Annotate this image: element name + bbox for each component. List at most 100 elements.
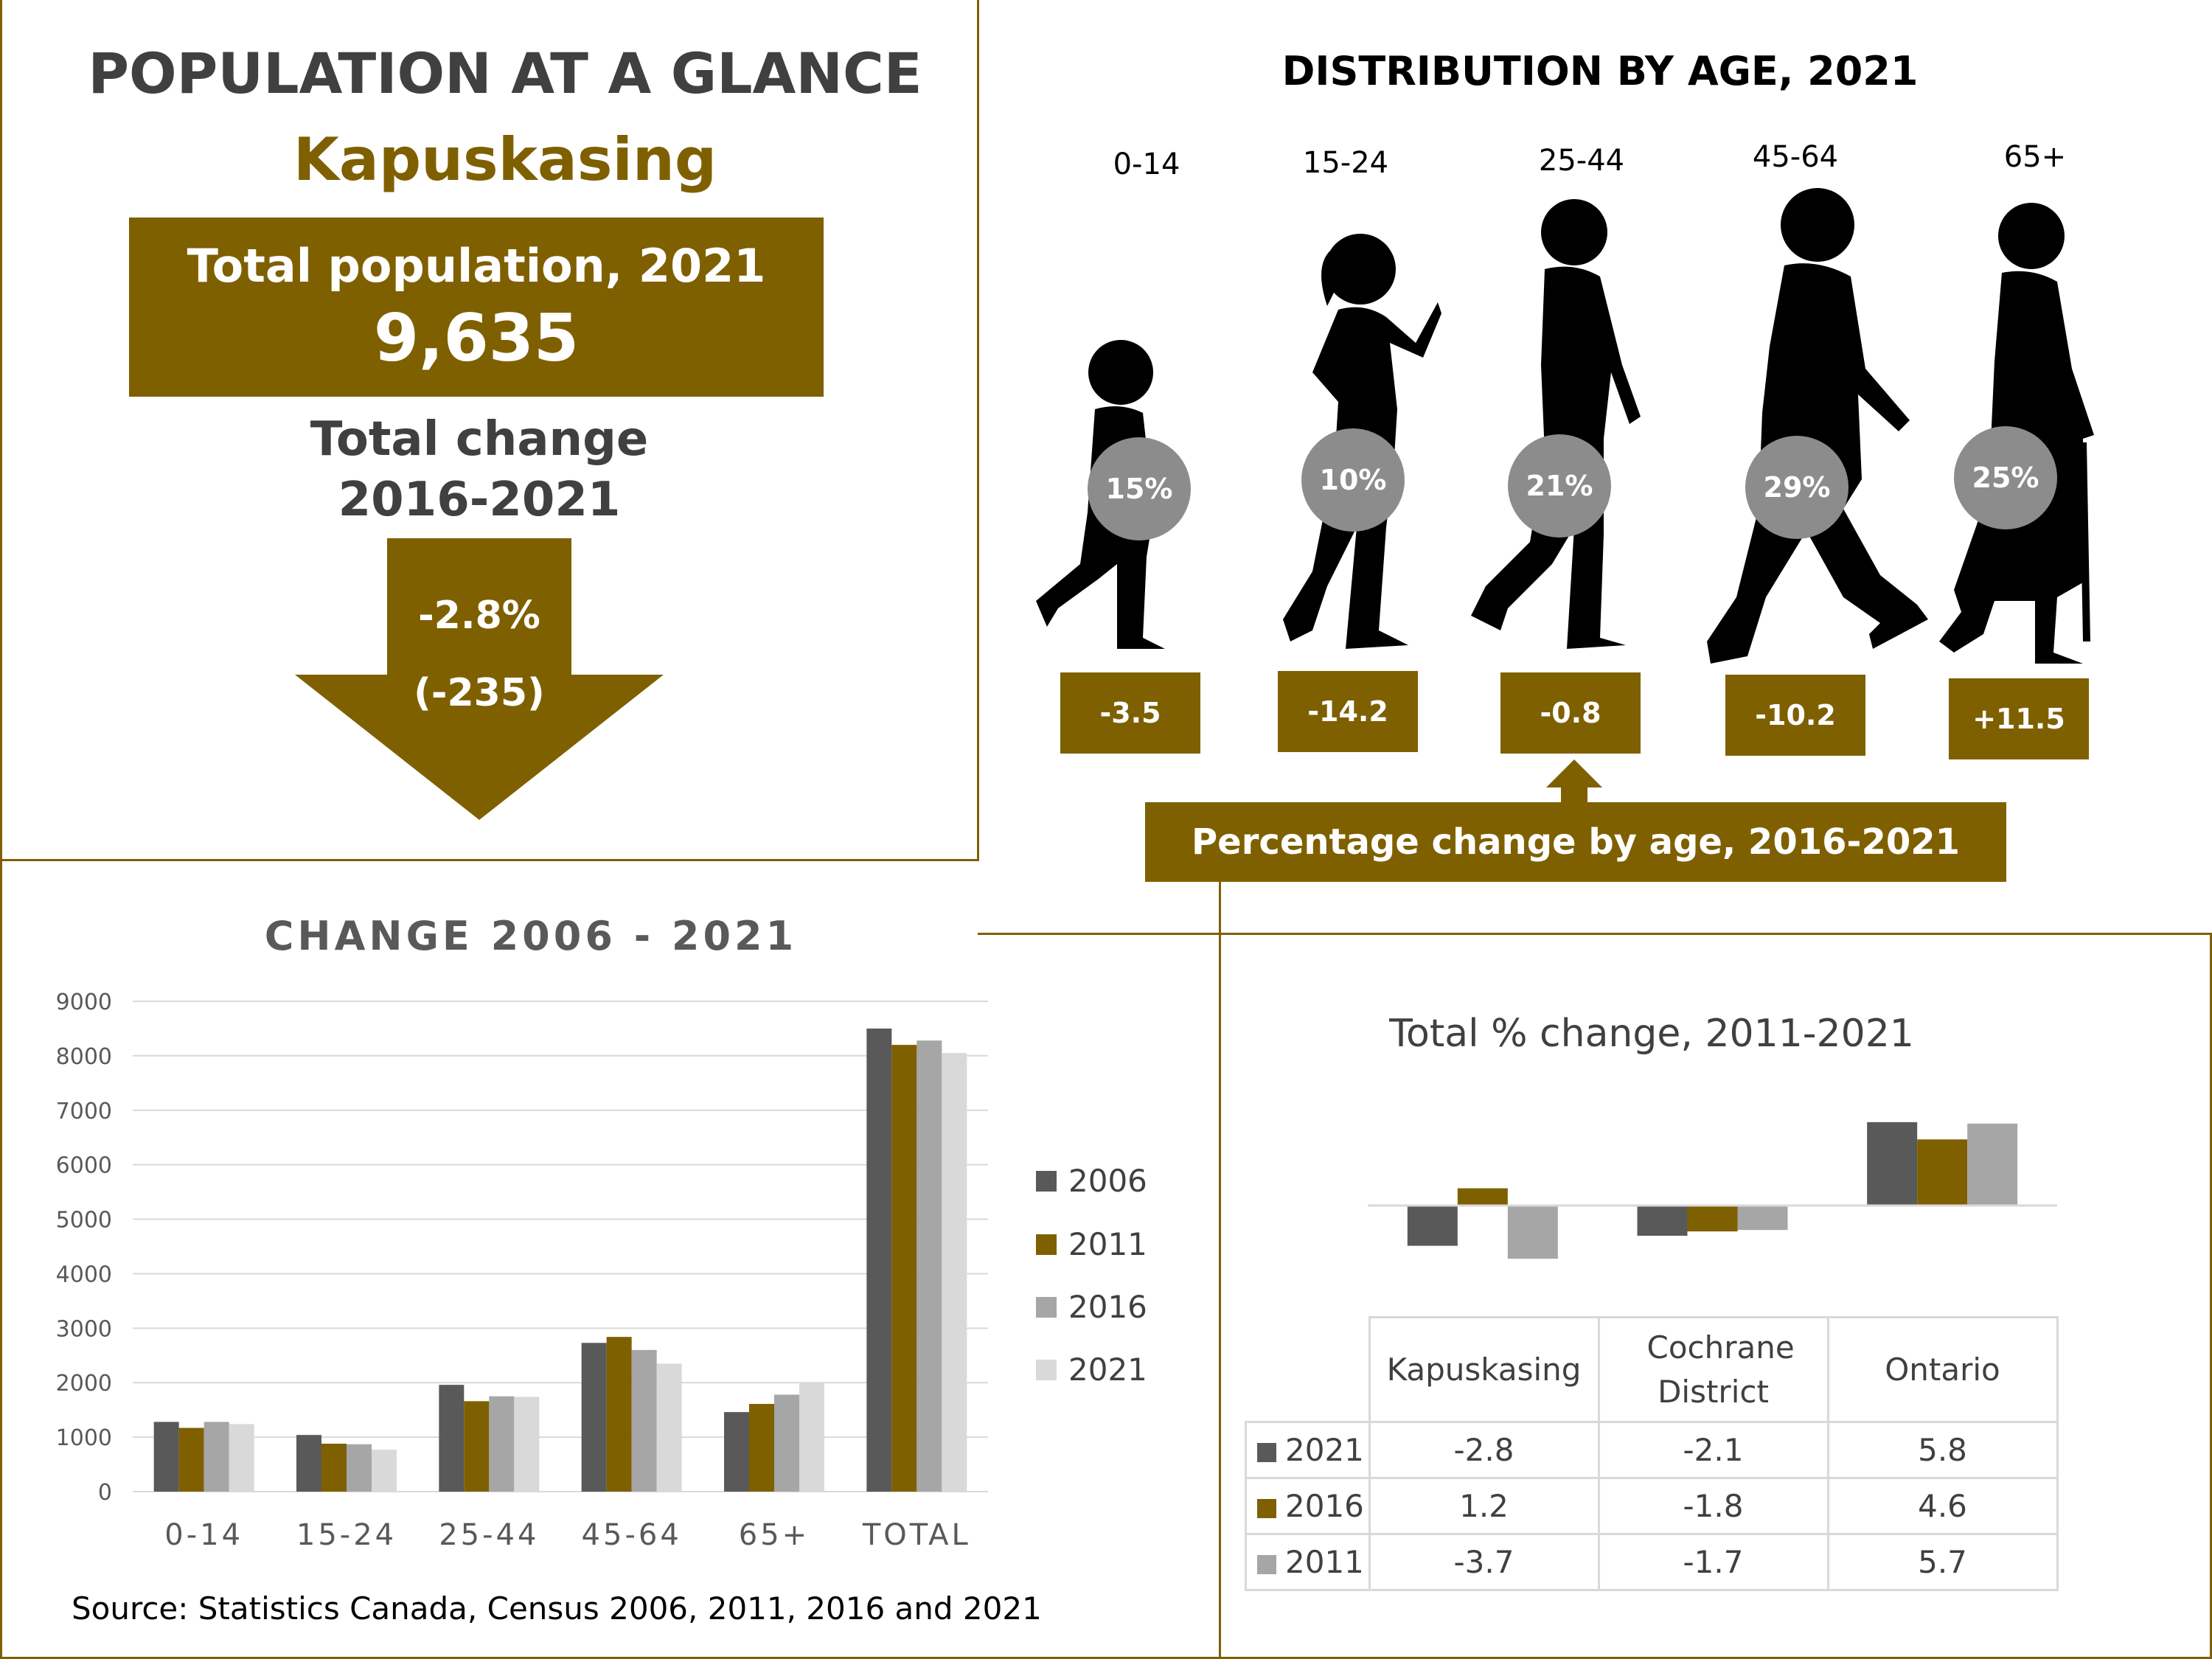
- share-circle-45-64: 29%: [1745, 436, 1848, 539]
- man-silhouette-icon: [1471, 199, 1641, 650]
- table-swatch-2011: [1257, 1554, 1276, 1574]
- table-cell: 5.8: [1826, 1421, 2059, 1479]
- table-cell: 5.7: [1826, 1533, 2059, 1591]
- y-tick-label: 7000: [56, 1099, 112, 1124]
- total-population-box: Total population, 2021 9,635: [129, 218, 824, 397]
- legend-item-2011: 2011: [1036, 1226, 1147, 1262]
- table-swatch-2016: [1257, 1498, 1276, 1518]
- y-tick-label: 0: [98, 1480, 112, 1506]
- pct-change-chart-title: Total % change, 2011-2021: [1389, 1012, 1914, 1056]
- bar-2006-45-64: [581, 1343, 607, 1492]
- table-row-label-2011: 2011: [1245, 1533, 1371, 1591]
- table-row: 2021 -2.8 -2.1 5.8: [1245, 1421, 2059, 1479]
- y-tick-label: 9000: [56, 990, 112, 1015]
- bar-2016-TOTAL: [917, 1040, 942, 1492]
- y-tick-label: 4000: [56, 1262, 112, 1287]
- legend-label-2016: 2016: [1068, 1289, 1147, 1325]
- table-cell: 4.6: [1826, 1477, 2059, 1535]
- bar-2016-15-24: [347, 1444, 372, 1492]
- change-caption-box: Percentage change by age, 2016-2021: [1145, 802, 2006, 882]
- table-corner-cell: [1245, 1317, 1371, 1423]
- y-tick-label: 2000: [56, 1371, 112, 1397]
- table-cell: 1.2: [1368, 1477, 1600, 1535]
- table-cell: -2.1: [1597, 1421, 1829, 1479]
- pct-bar-2011-1: [1737, 1206, 1788, 1231]
- pct-bar-2016-0: [1457, 1188, 1508, 1206]
- age-label-0-14: 0-14: [1113, 147, 1180, 181]
- source-note: Source: Statistics Canada, Census 2006, …: [72, 1590, 1042, 1627]
- change-absolute: (-235): [414, 671, 545, 715]
- bar-2021-25-44: [514, 1397, 540, 1492]
- legend-label-2021: 2021: [1068, 1352, 1147, 1388]
- outer-left-border: [0, 0, 2, 1659]
- legend-label-2006: 2006: [1068, 1163, 1147, 1199]
- bar-2011-45-64: [606, 1337, 632, 1492]
- pct-bar-2021-1: [1637, 1206, 1688, 1236]
- bar-2011-15-24: [321, 1443, 347, 1492]
- table-row: 2011 -3.7 -1.7 5.7: [1245, 1533, 2059, 1591]
- table-year-2016: 2016: [1285, 1488, 1364, 1524]
- legend-item-2021: 2021: [1036, 1352, 1147, 1388]
- total-population-value: 9,635: [373, 299, 580, 376]
- bar-2006-65+: [724, 1412, 749, 1492]
- legend-item-2016: 2016: [1036, 1289, 1147, 1325]
- age-label-15-24: 15-24: [1302, 146, 1389, 180]
- legend-label-2011: 2011: [1068, 1226, 1147, 1262]
- glance-title: POPULATION AT A GLANCE: [88, 41, 922, 106]
- down-arrow-icon: [295, 538, 664, 820]
- bar-2021-0-14: [229, 1424, 254, 1492]
- bar-2006-TOTAL: [866, 1028, 892, 1492]
- legend-swatch-2021: [1036, 1359, 1057, 1380]
- x-tick-label: 0-14: [164, 1518, 243, 1552]
- bar-2021-45-64: [656, 1363, 682, 1492]
- y-tick-label: 8000: [56, 1044, 112, 1070]
- age-label-45-64: 45-64: [1752, 140, 1839, 174]
- pct-bar-2011-0: [1507, 1206, 1558, 1259]
- table-year-2021: 2021: [1285, 1432, 1364, 1468]
- change-percent: -2.8%: [418, 594, 540, 638]
- change-chart-title: CHANGE 2006 - 2021: [264, 913, 798, 959]
- table-header-row: Kapuskasing Cochrane District Ontario: [1245, 1316, 2059, 1423]
- y-tick-label: 1000: [56, 1425, 112, 1451]
- age-label-25-44: 25-44: [1538, 144, 1625, 178]
- bar-2021-15-24: [372, 1450, 397, 1492]
- table-cell: -1.8: [1597, 1477, 1829, 1535]
- change-box-25-44: -0.8: [1500, 672, 1641, 754]
- table-header-ontario: Ontario: [1826, 1316, 2059, 1423]
- share-circle-25-44: 21%: [1508, 434, 1611, 538]
- bar-2006-15-24: [296, 1435, 321, 1492]
- distribution-title: DISTRIBUTION BY AGE, 2021: [1281, 48, 1919, 94]
- table-header-cochrane: Cochrane District: [1597, 1316, 1829, 1423]
- change-box-65plus: +11.5: [1949, 678, 2089, 759]
- bar-2011-0-14: [178, 1427, 204, 1492]
- x-tick-label: 65+: [739, 1518, 810, 1552]
- pct-change-panel-frame: [1219, 933, 2212, 1659]
- total-change-label-line1: Total change: [310, 412, 649, 467]
- table-header-cochrane-label: Cochrane District: [1646, 1329, 1795, 1410]
- total-change-label: Total change 2016-2021: [221, 409, 737, 530]
- middle-aged-man-silhouette-icon: [1707, 188, 1928, 664]
- x-tick-label: 45-64: [582, 1518, 682, 1552]
- y-tick-label: 5000: [56, 1208, 112, 1234]
- total-population-label: Total population, 2021: [187, 238, 766, 293]
- change-box-15-24: -14.2: [1278, 671, 1418, 752]
- table-row-label-2016: 2016: [1245, 1477, 1371, 1535]
- pct-bar-2016-2: [1917, 1139, 1968, 1206]
- change-box-0-14: -3.5: [1060, 672, 1200, 754]
- y-tick-label: 6000: [56, 1153, 112, 1179]
- x-tick-label: 15-24: [296, 1518, 397, 1552]
- place-name: Kapuskasing: [293, 125, 717, 194]
- change-box-45-64: -10.2: [1725, 675, 1865, 756]
- x-tick-label: 25-44: [439, 1518, 539, 1552]
- table-year-2011: 2011: [1285, 1544, 1364, 1580]
- table-row: 2016 1.2 -1.8 4.6: [1245, 1477, 2059, 1535]
- legend-swatch-2011: [1036, 1234, 1057, 1255]
- table-cell: -3.7: [1368, 1533, 1600, 1591]
- pct-bar-2011-2: [1967, 1123, 2018, 1206]
- legend-swatch-2016: [1036, 1296, 1057, 1318]
- change-bar-chart: 0 1000 2000 3000 4000 5000 6000 7000 8000 9000 0-1…: [56, 990, 988, 1552]
- y-tick-label: 3000: [56, 1316, 112, 1342]
- table-cell: -1.7: [1597, 1533, 1829, 1591]
- glance-panel-frame: [0, 0, 979, 861]
- bar-2011-65+: [749, 1404, 774, 1492]
